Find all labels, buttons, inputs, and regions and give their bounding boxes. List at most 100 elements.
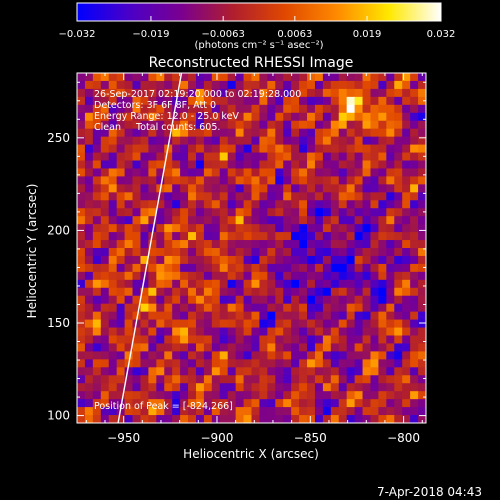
heatmap-cell xyxy=(84,96,94,106)
heatmap-cell xyxy=(211,367,221,376)
heatmap-cell xyxy=(188,208,197,217)
heatmap-cell xyxy=(195,415,205,423)
heatmap-cell xyxy=(172,399,181,408)
heatmap-cell xyxy=(283,152,292,162)
heatmap-cell xyxy=(307,399,316,408)
heatmap-cell xyxy=(116,311,126,321)
heatmap-cell xyxy=(283,415,292,423)
heatmap-cell xyxy=(235,359,245,368)
heatmap-cell xyxy=(267,136,276,146)
heatmap-cell xyxy=(203,263,213,273)
colorbar-tick-label: 0.032 xyxy=(427,29,456,40)
heatmap-cell xyxy=(267,73,276,82)
heatmap-cell xyxy=(370,96,380,106)
heatmap-cell xyxy=(402,120,411,130)
heatmap-cell xyxy=(402,224,411,233)
heatmap-cell xyxy=(203,176,213,185)
heatmap-cell xyxy=(299,319,308,329)
heatmap-cell xyxy=(299,200,308,209)
heatmap-cell xyxy=(322,383,332,392)
heatmap-cell xyxy=(195,232,205,241)
heatmap-cell xyxy=(227,263,237,273)
heatmap-cell xyxy=(108,168,118,177)
heatmap-cell xyxy=(354,327,364,337)
heatmap-cell xyxy=(172,391,181,400)
heatmap-cell xyxy=(362,200,372,209)
heatmap-cell xyxy=(378,295,387,305)
heatmap-cell xyxy=(394,224,403,233)
heatmap-cell xyxy=(235,240,245,249)
heatmap-cell xyxy=(195,271,205,281)
heatmap-cell xyxy=(291,367,300,376)
heatmap-cell xyxy=(314,271,324,281)
heatmap-cell xyxy=(307,168,316,177)
heatmap-cell xyxy=(100,152,110,162)
heatmap-cell xyxy=(314,112,324,122)
heatmap-cell xyxy=(291,120,300,130)
heatmap-cell xyxy=(394,216,403,225)
heatmap-cell xyxy=(124,303,134,313)
heatmap-cell xyxy=(299,271,308,281)
heatmap-cell xyxy=(219,112,229,122)
heatmap-cell xyxy=(156,351,165,360)
heatmap-cell xyxy=(140,176,149,185)
heatmap-cell xyxy=(251,271,261,281)
heatmap-cell xyxy=(307,319,316,329)
heatmap-cell xyxy=(77,240,86,249)
heatmap-cell xyxy=(251,263,261,273)
heatmap-cell xyxy=(132,295,142,305)
heatmap-cell xyxy=(227,407,237,416)
heatmap-cell xyxy=(172,359,181,368)
heatmap-cell xyxy=(267,415,276,423)
heatmap-cell xyxy=(362,112,372,122)
heatmap-cell xyxy=(394,295,403,305)
heatmap-cell xyxy=(164,367,173,376)
heatmap-cell xyxy=(267,287,276,297)
heatmap-cell xyxy=(370,80,380,90)
heatmap-cell xyxy=(338,144,348,154)
heatmap-cell xyxy=(195,160,205,170)
heatmap-cell xyxy=(330,208,340,217)
heatmap-cell xyxy=(140,279,149,289)
heatmap-cell xyxy=(164,176,173,185)
heatmap-cell xyxy=(180,335,189,345)
heatmap-cell xyxy=(156,80,165,90)
heatmap-cell xyxy=(275,128,284,138)
heatmap-cell xyxy=(402,208,411,217)
heatmap-cell xyxy=(314,73,324,82)
heatmap-cell xyxy=(386,120,395,130)
heatmap-cell xyxy=(108,192,118,201)
heatmap-cell xyxy=(307,88,316,98)
heatmap-cell xyxy=(291,144,300,154)
heatmap-cell xyxy=(84,343,94,352)
heatmap-cell xyxy=(354,383,364,392)
heatmap-cell xyxy=(156,415,165,423)
heatmap-cell xyxy=(402,168,411,177)
heatmap-cell xyxy=(307,104,316,114)
heatmap-cell xyxy=(219,168,229,177)
heatmap-cell xyxy=(394,240,403,249)
heatmap-cell xyxy=(100,351,110,360)
heatmap-cell xyxy=(410,367,419,376)
heatmap-cell xyxy=(188,248,197,257)
heatmap-cell xyxy=(92,192,102,201)
heatmap-cell xyxy=(267,112,276,122)
heatmap-cell xyxy=(362,73,372,82)
heatmap-cell xyxy=(275,73,284,82)
heatmap-cell xyxy=(370,168,380,177)
heatmap-cell xyxy=(338,232,348,241)
heatmap-cell xyxy=(346,415,356,423)
heatmap-cell xyxy=(370,216,380,225)
heatmap-cell xyxy=(402,263,411,273)
heatmap-cell xyxy=(180,192,189,201)
heatmap-cell xyxy=(219,176,229,185)
heatmap-cell xyxy=(330,248,340,257)
heatmap-cell xyxy=(180,208,189,217)
heatmap-cell xyxy=(132,144,142,154)
heatmap-cell xyxy=(314,303,324,313)
heatmap-cell xyxy=(84,287,94,297)
heatmap-cell xyxy=(116,367,126,376)
heatmap-cell xyxy=(243,112,253,122)
heatmap-cell xyxy=(211,263,221,273)
